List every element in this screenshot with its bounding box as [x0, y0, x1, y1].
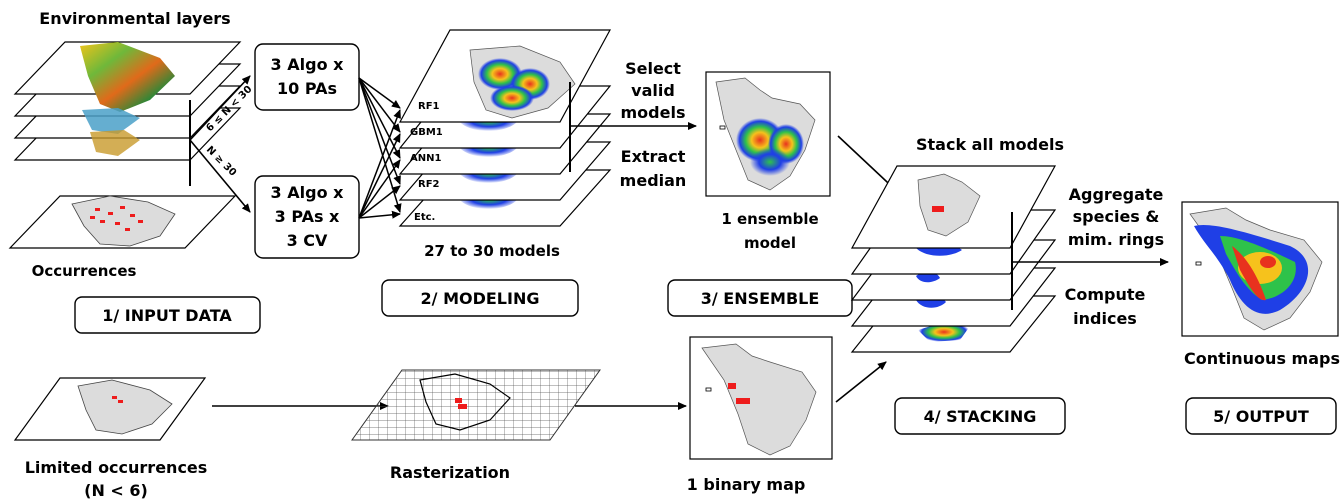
box-a-line1: 3 Algo x [271, 55, 345, 74]
layer-label-2: ANN1 [410, 153, 441, 164]
limited-label-2: (N < 6) [84, 481, 148, 500]
model-layers-stack [398, 29, 612, 227]
section-modeling-label: 2/ MODELING [421, 289, 540, 308]
extract-line1: Extract [621, 147, 686, 166]
layer-label-3: RF2 [418, 179, 440, 190]
box-algo-pa: 3 Algo x 10 PAs [254, 43, 360, 111]
limited-label-1: Limited occurrences [25, 458, 208, 477]
box-algo-pa-cv: 3 Algo x 3 PAs x 3 CV [254, 175, 360, 259]
section-ensemble: 3/ ENSEMBLE [667, 279, 853, 317]
env-map-top [80, 42, 175, 112]
compute-line2: indices [1073, 309, 1137, 328]
arrow-to-box-a [189, 75, 251, 141]
occurrences-map [8, 195, 237, 249]
extract-line2: median [620, 171, 687, 190]
section-modeling: 2/ MODELING [381, 279, 579, 317]
section-output-label: 5/ OUTPUT [1213, 407, 1309, 426]
select-line3: models [621, 103, 686, 122]
model-count-label: 27 to 30 models [424, 242, 560, 260]
compute-line1: Compute [1065, 285, 1146, 304]
raster-grid [351, 369, 601, 441]
ensemble-map [705, 71, 831, 197]
ensemble-result-line1: 1 ensemble [721, 210, 818, 228]
box-b-line3: 3 CV [287, 231, 328, 250]
fan-arrows [358, 77, 402, 219]
layer-label-4: Etc. [414, 212, 435, 223]
continuous-maps-label: Continuous maps [1184, 349, 1340, 368]
limited-occurrences-map [13, 377, 207, 441]
layer-label-0: RF1 [418, 101, 440, 112]
binary-map-label: 1 binary map [687, 475, 806, 494]
continuous-map [1181, 201, 1339, 337]
section-output: 5/ OUTPUT [1185, 397, 1337, 435]
arrow-to-box-b [189, 139, 251, 213]
section-ensemble-label: 3/ ENSEMBLE [701, 289, 820, 308]
box-b-line2: 3 PAs x [275, 207, 340, 226]
ensemble-result-line2: model [744, 234, 796, 252]
section-input-label: 1/ INPUT DATA [102, 306, 232, 325]
rasterization-label: Rasterization [390, 463, 510, 482]
section-stacking: 4/ STACKING [894, 397, 1066, 435]
section-stacking-label: 4/ STACKING [924, 407, 1037, 426]
binary-map [689, 336, 833, 460]
box-b-line1: 3 Algo x [271, 183, 345, 202]
env-layers-label: Environmental layers [39, 9, 230, 28]
section-input-data: 1/ INPUT DATA [74, 296, 261, 334]
aggregate-line2: species & [1073, 207, 1160, 226]
branch-large-label: N ≥ 30 [204, 144, 238, 178]
stack-layers [850, 165, 1057, 353]
occurrences-label: Occurrences [32, 262, 137, 280]
select-line1: Select [625, 59, 681, 78]
box-a-line2: 10 PAs [277, 79, 337, 98]
layer-label-1: GBM1 [410, 127, 443, 138]
environmental-layers-stack [13, 41, 242, 161]
arrow-binary-to-stack [835, 361, 887, 403]
aggregate-line3: mim. rings [1068, 230, 1164, 249]
stack-title: Stack all models [916, 135, 1064, 154]
aggregate-line1: Aggregate [1069, 185, 1164, 204]
select-line2: valid [631, 81, 675, 100]
